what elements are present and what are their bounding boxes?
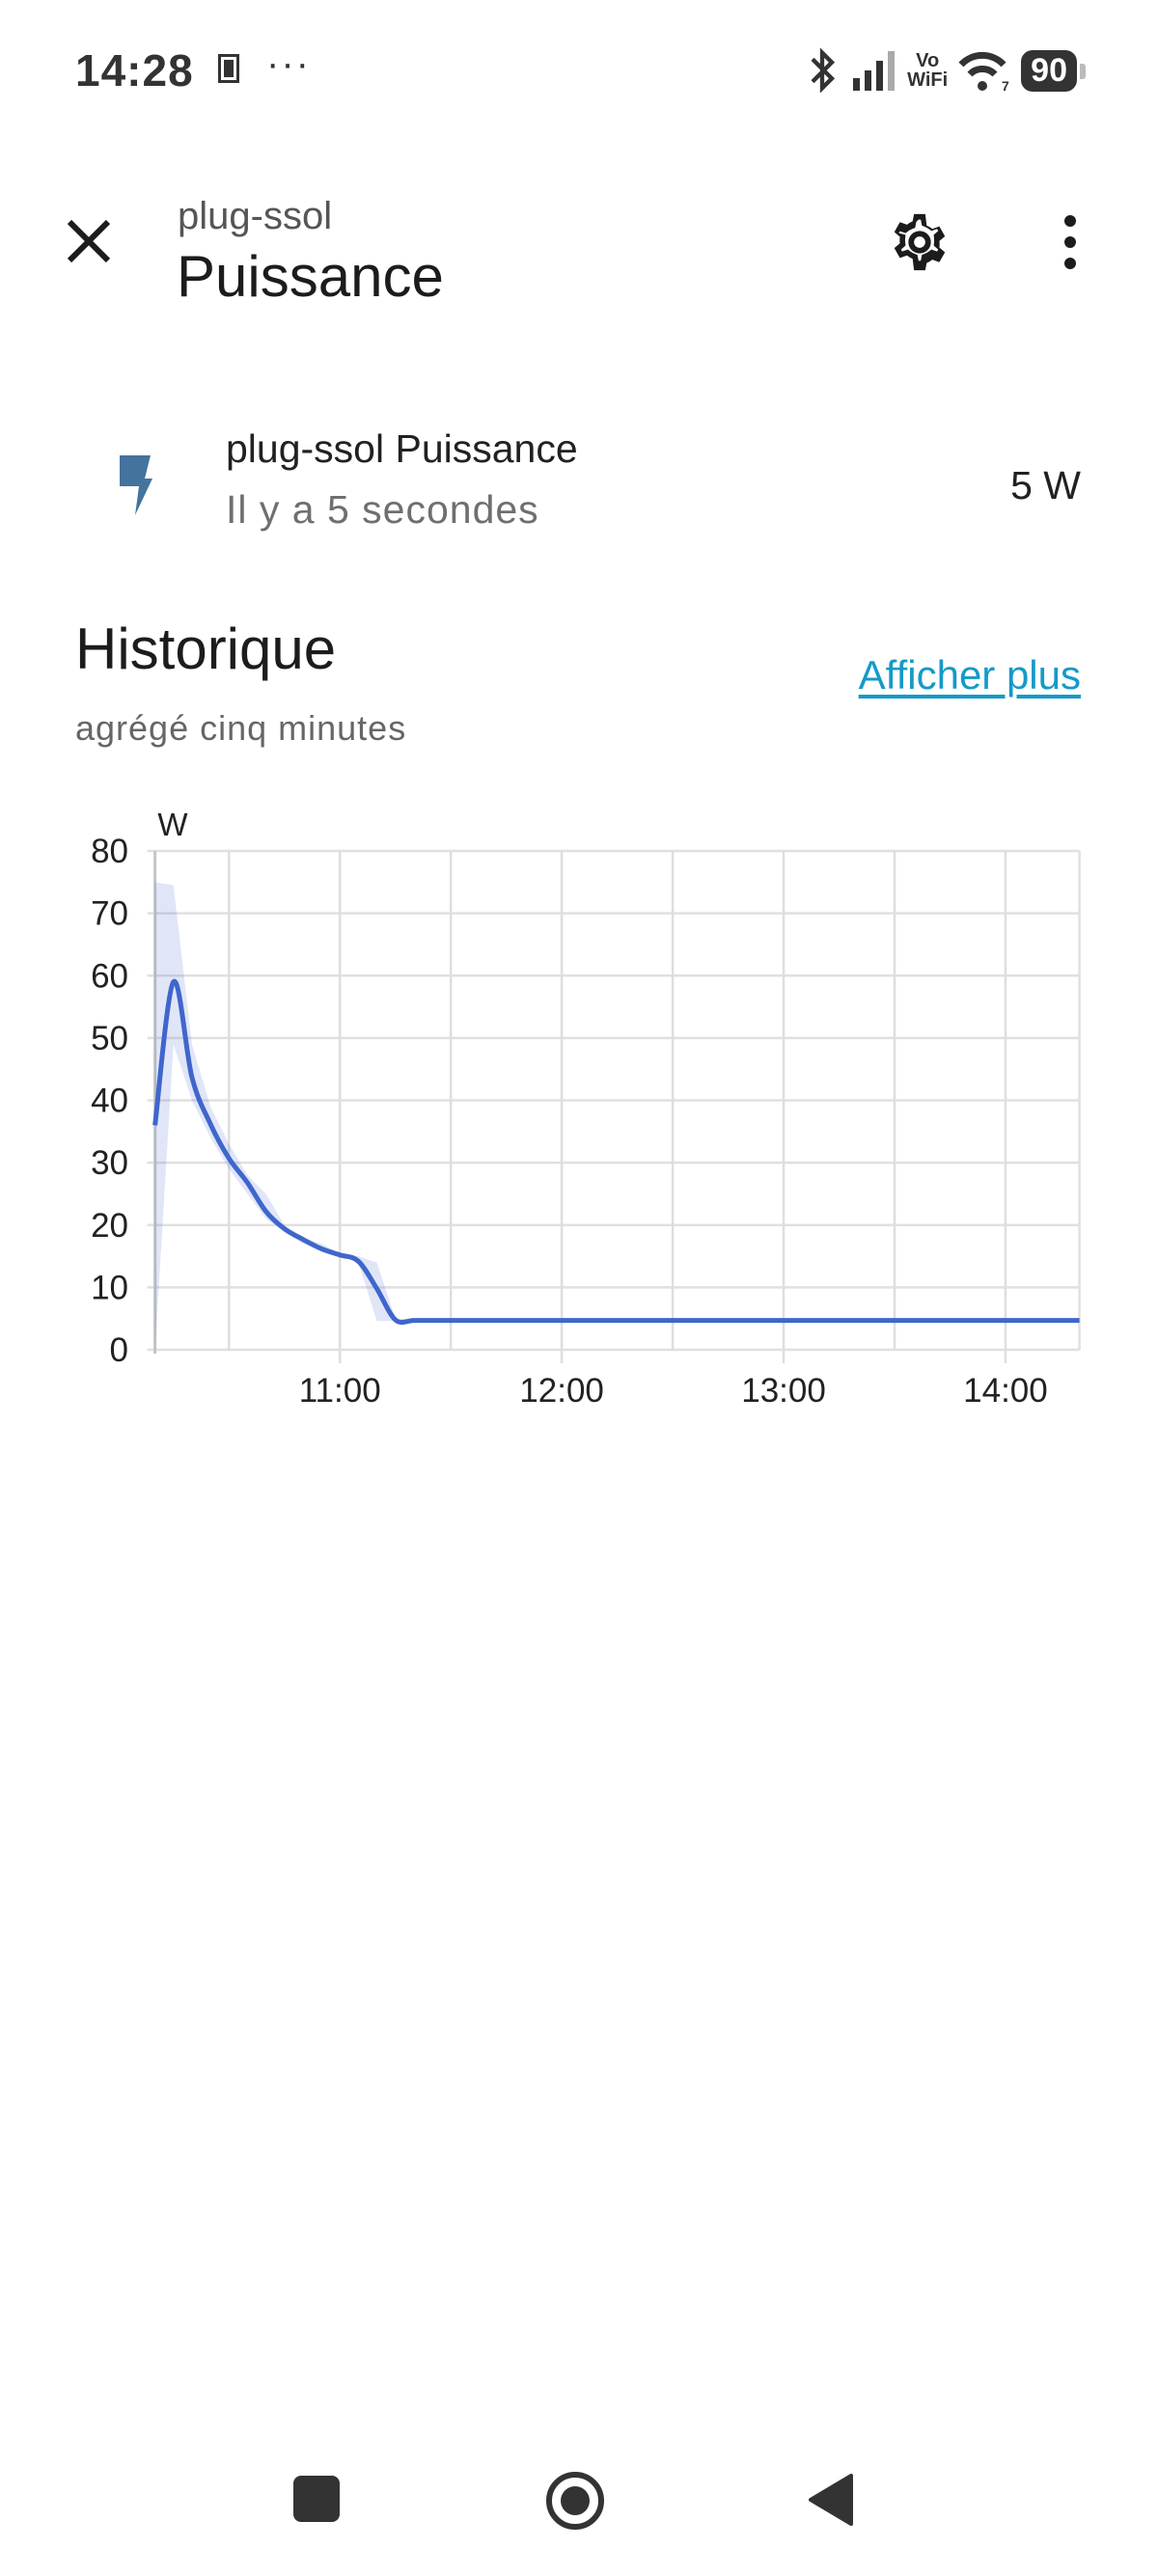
back-triangle-icon	[809, 2474, 853, 2526]
y-tick-label: 40	[91, 1082, 128, 1120]
home-circle-icon	[546, 2472, 604, 2530]
bluetooth-icon	[811, 47, 836, 94]
axis-labels: 0 10 20 30 40 50 60 70 80 11:00 12:00 13:00 14:00 W	[91, 807, 1048, 1410]
y-tick-label: 70	[91, 895, 128, 933]
gear-icon	[894, 213, 946, 271]
vowifi-bottom: WiFi	[907, 69, 949, 91]
back-button[interactable]	[807, 2472, 855, 2528]
y-tick-label: 0	[110, 1331, 128, 1369]
min-max-band-area	[154, 882, 1080, 1350]
x-tick-label: 14:00	[963, 1372, 1048, 1410]
status-time: 14:28	[75, 45, 194, 96]
wifi-icon: 7	[958, 51, 1009, 92]
dialog-title: Puissance	[177, 244, 444, 309]
entity-name: plug-ssol Puissance	[226, 426, 578, 471]
min-max-band	[154, 882, 1080, 1350]
x-tick-label: 13:00	[741, 1372, 826, 1410]
signal-icon	[853, 51, 896, 91]
close-icon	[67, 219, 111, 263]
y-tick-label: 50	[91, 1020, 128, 1057]
entity-state: 5 W	[1010, 463, 1081, 507]
home-button[interactable]	[544, 2470, 606, 2532]
more-vert-icon	[1064, 215, 1076, 269]
y-tick-label: 60	[91, 957, 128, 995]
vowifi-top: Vo	[916, 50, 940, 71]
dialog-subtitle: plug-ssol	[178, 195, 333, 237]
y-tick-label: 10	[91, 1269, 128, 1306]
x-tick-label: 11:00	[299, 1372, 381, 1410]
history-title: Historique	[75, 617, 337, 681]
y-axis-unit-label: W	[157, 807, 188, 842]
flash-icon	[114, 453, 158, 517]
show-more-link[interactable]: Afficher plus	[858, 652, 1081, 698]
close-button[interactable]	[60, 212, 118, 270]
entity-last-changed: Il y a 5 secondes	[226, 487, 539, 532]
mean-line	[152, 979, 1080, 1326]
y-tick-label: 20	[91, 1207, 128, 1245]
x-tick-label: 12:00	[519, 1372, 604, 1410]
battery-indicator: 90	[1021, 49, 1086, 92]
wifi-version: 7	[1002, 78, 1009, 92]
more-options-button[interactable]	[1048, 208, 1092, 276]
history-chart[interactable]: 0 10 20 30 40 50 60 70 80 11:00 12:00 13:00 14:00 W	[0, 791, 1158, 1428]
sim-card-icon	[218, 54, 239, 83]
recents-square-icon[interactable]	[293, 2476, 340, 2522]
history-aggregation-label: agrégé cinq minutes	[75, 708, 407, 748]
more-notifications-icon: ···	[266, 42, 311, 85]
status-icons: Vo WiFi 7 90	[803, 44, 1086, 96]
chart-grid	[147, 849, 1081, 1363]
vowifi-icon: Vo WiFi	[907, 51, 948, 90]
y-tick-label: 80	[91, 833, 128, 870]
settings-button[interactable]	[886, 208, 953, 276]
series-line	[152, 979, 1080, 1326]
y-tick-label: 30	[91, 1144, 128, 1182]
